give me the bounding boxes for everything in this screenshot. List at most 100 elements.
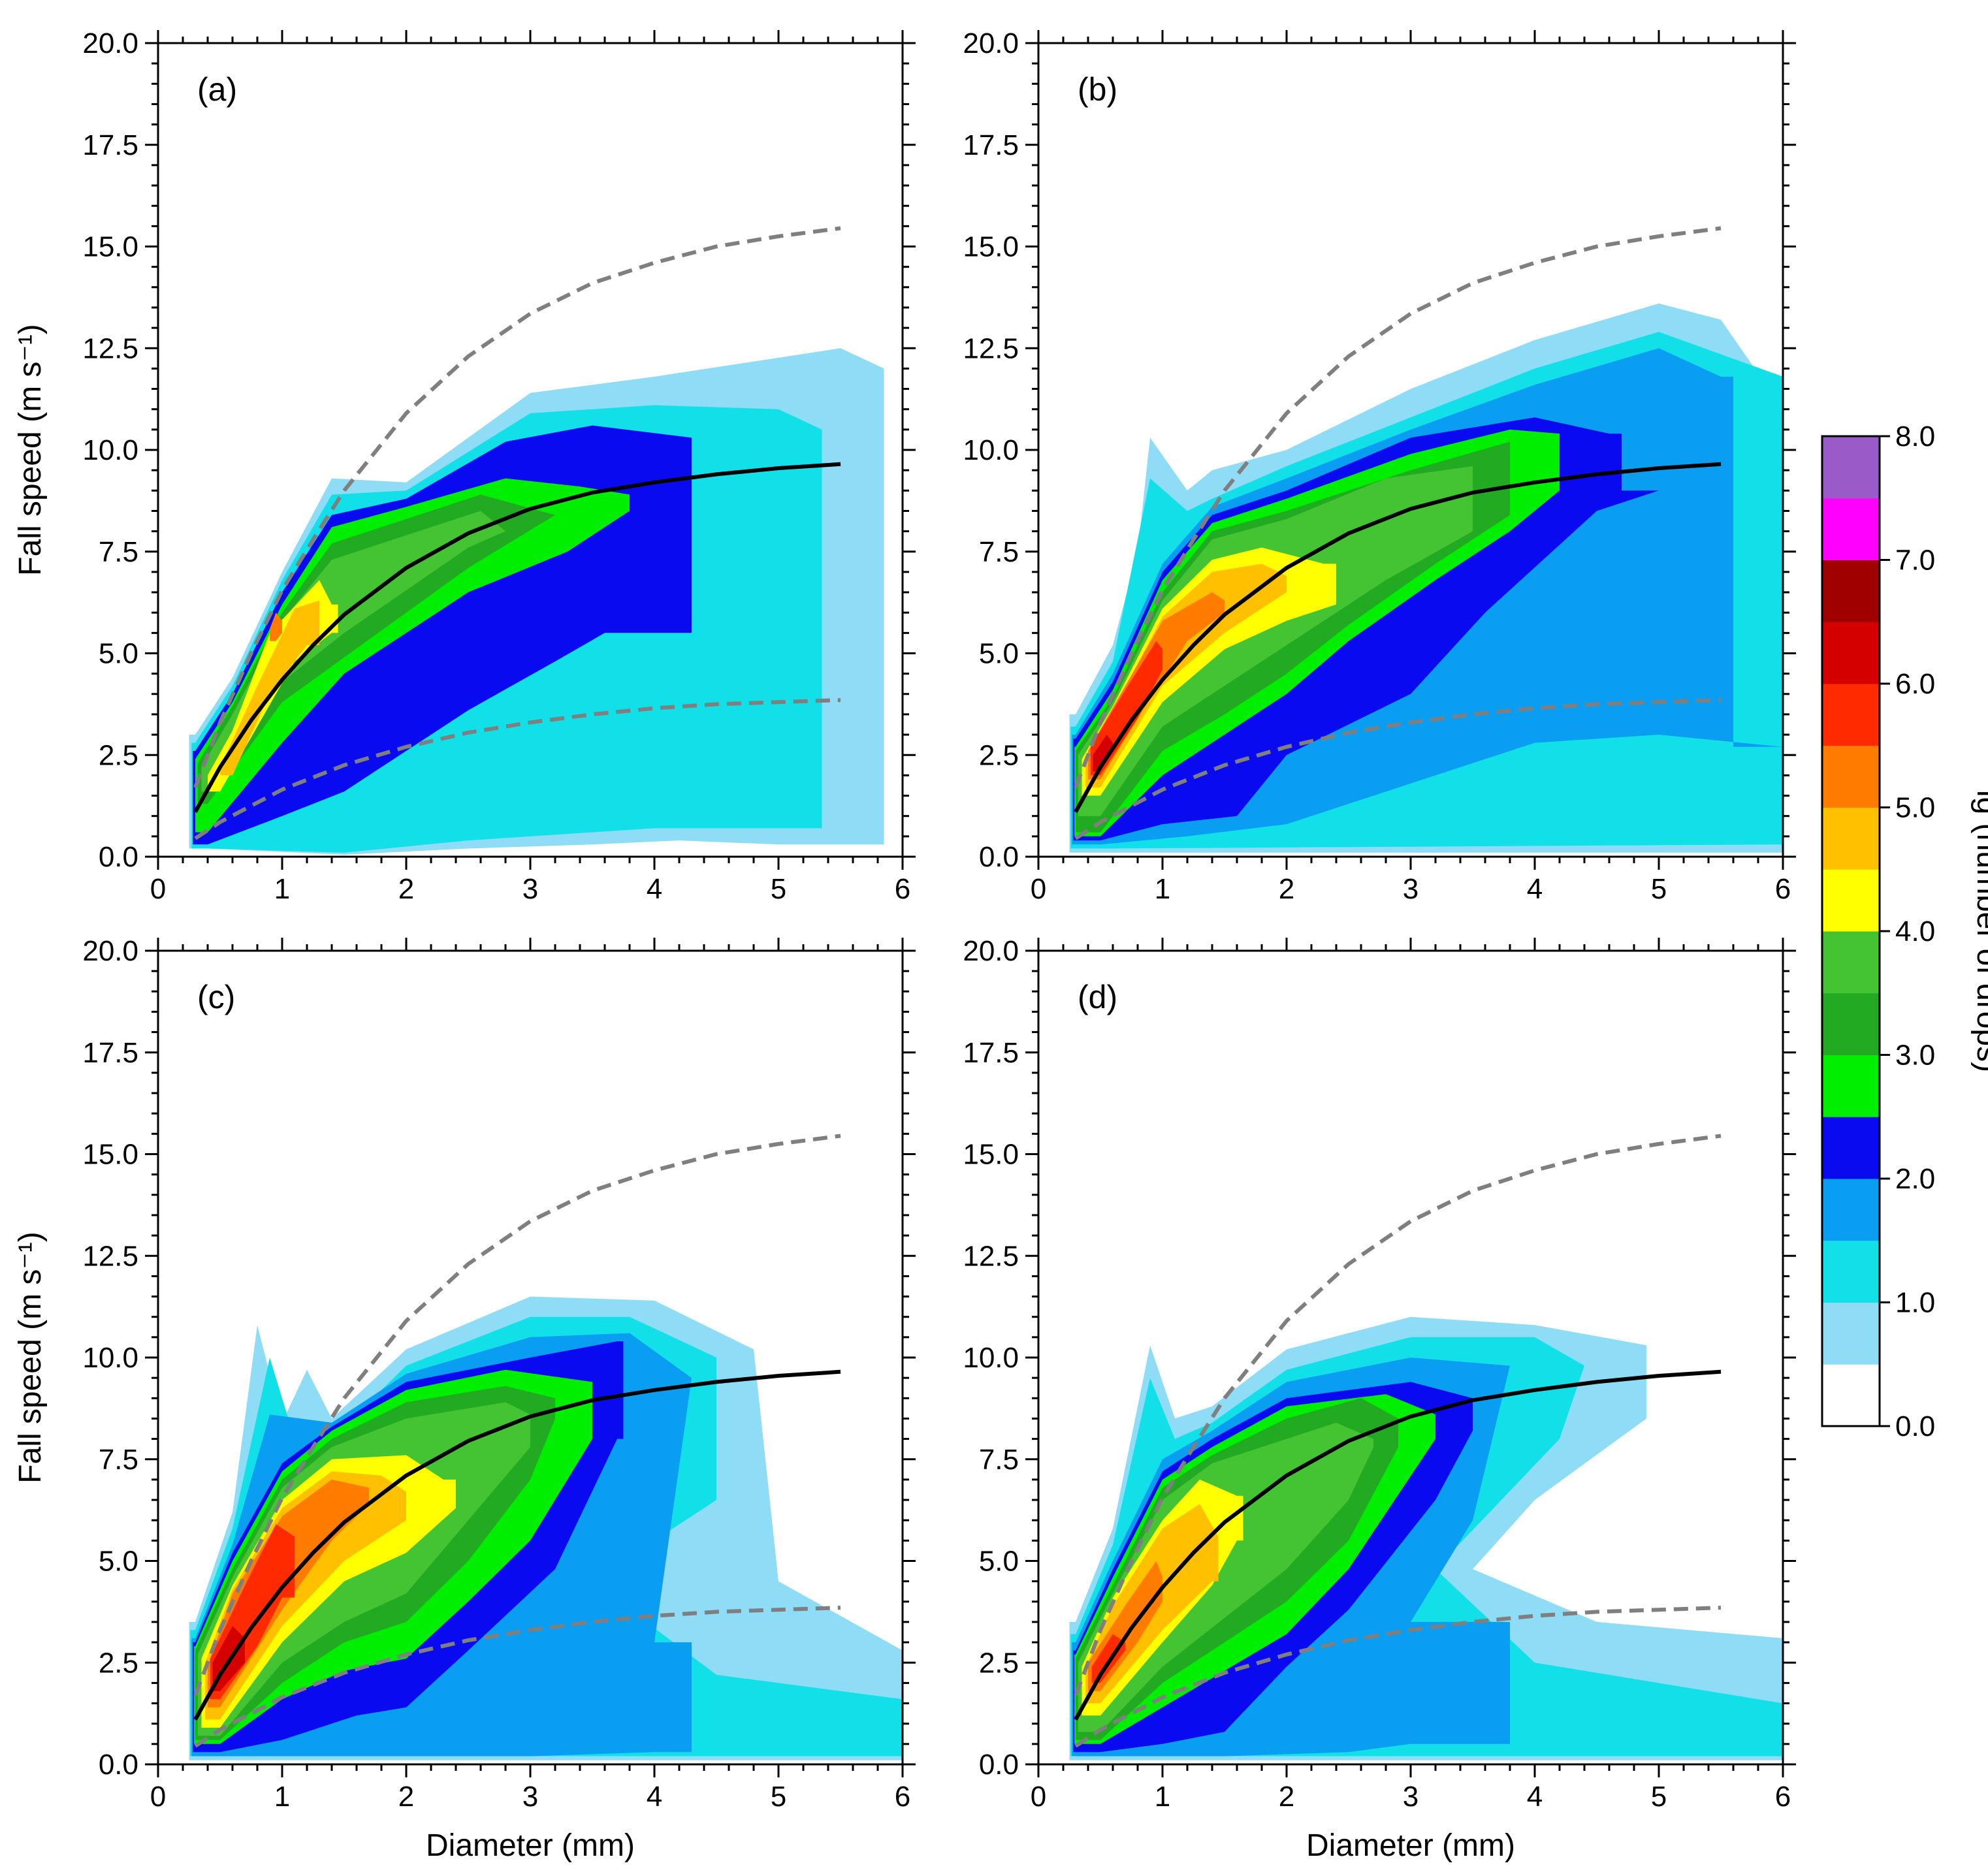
y-tick-label: 0.0 [979, 1749, 1019, 1781]
x-tick-label: 5 [1651, 873, 1667, 905]
y-tick-label: 20.0 [963, 27, 1019, 59]
panel-label: (c) [197, 979, 235, 1015]
x-tick-label: 4 [647, 1781, 662, 1813]
y-tick-label: 7.5 [99, 1444, 138, 1476]
axis-ticks [145, 938, 916, 1777]
x-tick-label: 1 [274, 873, 290, 905]
contour-band [1091, 1634, 1125, 1683]
colorbar-tick-label: 6.0 [1895, 668, 1935, 700]
colorbar-tick-label: 0.0 [1895, 1410, 1935, 1442]
y-tick-label: 5.0 [979, 638, 1019, 670]
x-tick-label: 4 [647, 873, 662, 905]
contour-band [1093, 735, 1113, 772]
x-tick-label: 1 [1155, 1781, 1170, 1813]
upper-bound-curve [1074, 1134, 1722, 1696]
x-tick-label: 3 [522, 1781, 538, 1813]
colorbar-swatch [1822, 560, 1880, 622]
y-tick-label: 15.0 [82, 231, 138, 263]
y-axis-title: Fall speed (m s⁻¹) [13, 324, 48, 575]
lower-bound-curve [194, 1606, 841, 1748]
panel-c: 0 1 2 3 4 5 6 0.0 2.5 5.0 7.5 10.0 12.5 15.0 17.5 20.0 (… [13, 935, 916, 1863]
axis-ticks [1025, 30, 1796, 870]
x-tick-label: 3 [1403, 1781, 1419, 1813]
colorbar-tick-label: 2.0 [1895, 1163, 1935, 1195]
colorbar-tick-label: 4.0 [1895, 915, 1935, 947]
colorbar-tick-label: 3.0 [1895, 1040, 1935, 1072]
y-tick-label: 17.5 [82, 1037, 138, 1069]
upper-bound-curve [1074, 226, 1722, 789]
y-tick-label: 12.5 [963, 1240, 1019, 1272]
y-tick-label: 20.0 [963, 935, 1019, 967]
x-tick-label: 5 [771, 1781, 786, 1813]
colorbar-swatch [1822, 993, 1880, 1055]
y-tick-label: 0.0 [99, 1749, 138, 1781]
y-tick-label: 10.0 [963, 434, 1019, 466]
y-tick-label: 12.5 [963, 332, 1019, 364]
colorbar-title: lg (number of drops) [1970, 790, 1988, 1072]
contour-band [1082, 547, 1336, 796]
upper-bound-curve [193, 1134, 841, 1696]
x-tick-label: 5 [771, 873, 786, 905]
x-axis-title: Diameter (mm) [426, 1828, 635, 1863]
y-tick-label: 20.0 [82, 935, 138, 967]
lower-bound-curve [194, 698, 841, 840]
x-tick-label: 2 [398, 1781, 414, 1813]
axis-ticks [1025, 938, 1796, 1777]
contour-band [1078, 466, 1473, 816]
panel-label: (b) [1078, 71, 1117, 108]
colorbar-swatch [1822, 1179, 1880, 1241]
y-tick-label: 12.5 [82, 1240, 138, 1272]
colorbar-swatch [1822, 498, 1880, 560]
contour-band [205, 1471, 406, 1720]
x-tick-label: 3 [522, 873, 538, 905]
fit-curve [1074, 1369, 1722, 1721]
x-tick-label: 4 [1527, 873, 1543, 905]
x-tick-label: 0 [150, 873, 166, 905]
x-tick-label: 1 [274, 1781, 290, 1813]
y-tick-label: 7.5 [979, 1444, 1019, 1476]
x-tick-label: 6 [895, 1781, 910, 1813]
fit-curve [1074, 462, 1722, 813]
x-tick-label: 2 [1279, 1781, 1294, 1813]
panel-d: 0 1 2 3 4 5 6 0.0 2.5 5.0 7.5 10.0 12.5 15.0 17.5 20.0 (… [963, 935, 1796, 1863]
colorbar-tick-label: 7.0 [1895, 545, 1935, 577]
y-tick-label: 2.5 [979, 1647, 1019, 1679]
colorbar-swatch [1822, 1364, 1880, 1427]
y-tick-label: 7.5 [99, 536, 138, 568]
x-tick-label: 0 [1031, 1781, 1046, 1813]
y-tick-label: 10.0 [82, 434, 138, 466]
y-tick-label: 17.5 [963, 1037, 1019, 1069]
panel-label: (a) [197, 71, 237, 108]
y-tick-label: 0.0 [99, 841, 138, 873]
colorbar-swatch [1822, 1055, 1880, 1117]
colorbar-swatch [1822, 1117, 1880, 1179]
x-tick-label: 5 [1651, 1781, 1667, 1813]
colorbar-swatch [1822, 807, 1880, 870]
y-tick-label: 5.0 [99, 638, 138, 670]
y-tick-label: 2.5 [99, 1647, 138, 1679]
y-tick-label: 15.0 [963, 1139, 1019, 1171]
contour-band [195, 478, 630, 833]
x-tick-label: 0 [150, 1781, 166, 1813]
panel-a: 0 1 2 3 4 5 6 0.0 2.5 5.0 7.5 10.0 12.5 15.0 17.5 20.0 (… [13, 27, 916, 905]
reference-curves [1074, 1134, 1722, 1748]
x-tick-label: 2 [1279, 873, 1294, 905]
contour-band [1085, 564, 1287, 788]
colorbar-swatch [1822, 869, 1880, 932]
y-tick-label: 12.5 [82, 332, 138, 364]
x-tick-label: 3 [1403, 873, 1419, 905]
colorbar-swatch [1822, 931, 1880, 994]
reference-curves [1074, 226, 1722, 840]
y-tick-label: 15.0 [963, 231, 1019, 263]
y-tick-label: 7.5 [979, 536, 1019, 568]
upper-bound-curve [193, 226, 841, 789]
x-tick-label: 6 [1775, 873, 1791, 905]
colorbar-swatch [1822, 622, 1880, 684]
y-axis-title: Fall speed (m s⁻¹) [13, 1232, 48, 1483]
panel-b: 0 1 2 3 4 5 6 0.0 2.5 5.0 7.5 10.0 12.5 15.0 17.5 20.0 (… [963, 27, 1796, 905]
y-tick-label: 5.0 [99, 1546, 138, 1578]
panels-group: 0 1 2 3 4 5 60.02.55.07.510.012.515.017.520.0(… [13, 27, 1796, 1863]
colorbar-tick-label: 8.0 [1895, 421, 1935, 453]
colorbar-swatch [1822, 684, 1880, 746]
